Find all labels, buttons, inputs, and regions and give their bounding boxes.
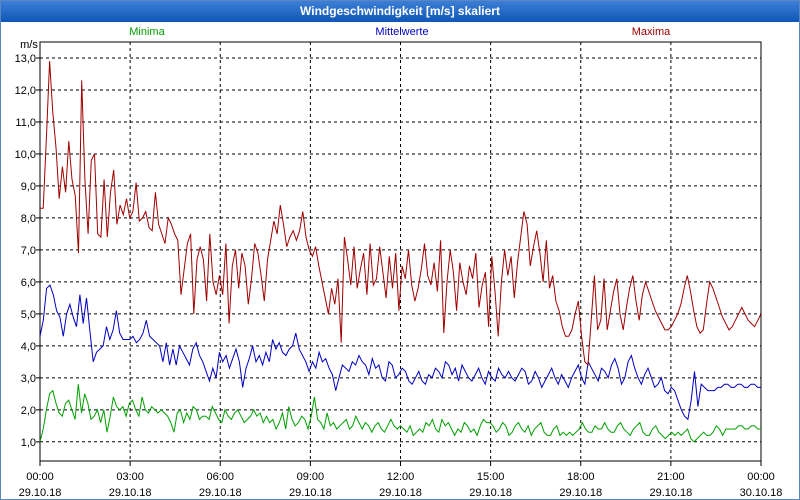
x-tick-date: 29.10.18	[469, 487, 512, 499]
y-tick-label: 4,0	[21, 341, 36, 353]
x-tick-date: 30.10.18	[740, 487, 783, 499]
x-tick-time: 15:00	[477, 471, 505, 483]
series-line-minima	[39, 384, 761, 443]
x-tick-time: 00:00	[26, 471, 54, 483]
x-tick-time: 09:00	[297, 471, 325, 483]
series-line-mittelwerte	[39, 284, 761, 421]
y-tick-label: 12,0	[15, 85, 36, 97]
y-tick-label: 1,0	[21, 437, 36, 449]
y-tick-label: 2,0	[21, 405, 36, 417]
x-tick-date: 29.10.18	[559, 487, 602, 499]
y-tick-label: 9,0	[21, 181, 36, 193]
legend-item-mittelwerte: Mittelwerte	[375, 26, 428, 38]
series-lines	[39, 61, 762, 443]
y-tick-label: 13,0	[15, 53, 36, 65]
y-tick-label: 8,0	[21, 213, 36, 225]
x-tick-time: 06:00	[206, 471, 234, 483]
legend-item-maxima: Maxima	[632, 26, 671, 38]
x-tick-date: 29.10.18	[379, 487, 422, 499]
legend-item-minima: Minima	[129, 26, 165, 38]
y-tick-label: 7,0	[21, 245, 36, 257]
chart-title: Windgeschwindigkeit [m/s] skaliert	[1, 1, 799, 22]
y-axis: 1,0 2,0 3,0 4,0 5,0 6,0 7,0 8,0 9,0 10,0 11,0 12,0 1…	[15, 53, 40, 449]
y-tick-label: 6,0	[21, 277, 36, 289]
x-axis: 00:00 29.10.18 03:00 29.10.18 06:00 29.10.18 0…	[19, 461, 783, 499]
series-line-maxima	[40, 61, 762, 367]
x-tick-date: 29.10.18	[649, 487, 692, 499]
y-tick-label: 10,0	[15, 149, 36, 161]
x-tick-time: 21:00	[657, 471, 685, 483]
y-tick-label: 3,0	[21, 373, 36, 385]
legend: Minima Mittelwerte Maxima	[129, 26, 671, 38]
y-tick-label: 11,0	[15, 117, 36, 129]
x-tick-time: 12:00	[387, 471, 415, 483]
x-tick-date: 29.10.18	[199, 487, 242, 499]
x-tick-date: 29.10.18	[289, 487, 332, 499]
x-tick-time: 18:00	[567, 471, 595, 483]
y-tick-label: 5,0	[21, 309, 36, 321]
y-axis-label: m/s	[20, 39, 38, 51]
x-tick-time: 03:00	[116, 471, 144, 483]
x-tick-date: 29.10.18	[19, 487, 62, 499]
x-tick-time: 00:00	[747, 471, 775, 483]
x-tick-date: 29.10.18	[109, 487, 152, 499]
